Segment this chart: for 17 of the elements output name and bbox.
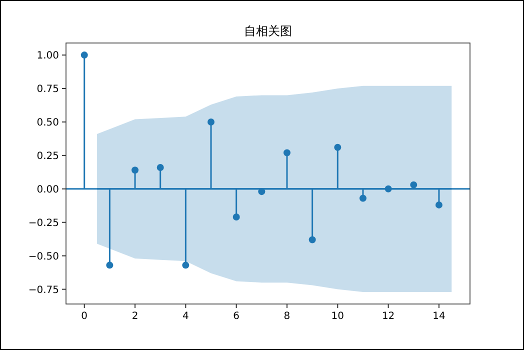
x-tick-label: 4 — [182, 311, 189, 322]
y-tick-label: 1.00 — [36, 50, 59, 62]
y-tick-label: 0.00 — [36, 184, 59, 196]
x-tick-label: 8 — [284, 311, 290, 322]
y-tick-label: 0.25 — [36, 150, 59, 162]
chart-title: 自相关图 — [244, 24, 292, 38]
y-tick-label: −0.50 — [28, 251, 59, 262]
x-tick-label: 14 — [432, 311, 446, 322]
x-tick-label: 0 — [81, 311, 88, 322]
y-tick-label: −0.25 — [28, 218, 59, 229]
y-tick-label: 0.75 — [36, 84, 59, 96]
y-tick-label: 0.50 — [36, 117, 59, 128]
x-tick-label: 10 — [331, 311, 344, 322]
x-tick-label: 12 — [382, 311, 395, 322]
x-tick-label: 2 — [132, 311, 138, 322]
y-tick-label: −0.75 — [28, 284, 59, 296]
x-tick-label: 6 — [233, 311, 240, 322]
